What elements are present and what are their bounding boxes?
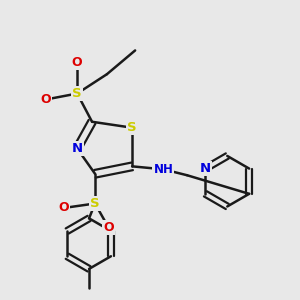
- Text: O: O: [41, 93, 51, 106]
- Text: N: N: [200, 162, 211, 175]
- Text: O: O: [72, 56, 83, 69]
- Text: NH: NH: [153, 163, 173, 176]
- Text: N: N: [72, 142, 83, 155]
- Text: S: S: [128, 121, 137, 134]
- Text: S: S: [90, 197, 100, 210]
- Text: S: S: [72, 87, 82, 100]
- Text: O: O: [58, 202, 69, 214]
- Text: O: O: [103, 221, 114, 234]
